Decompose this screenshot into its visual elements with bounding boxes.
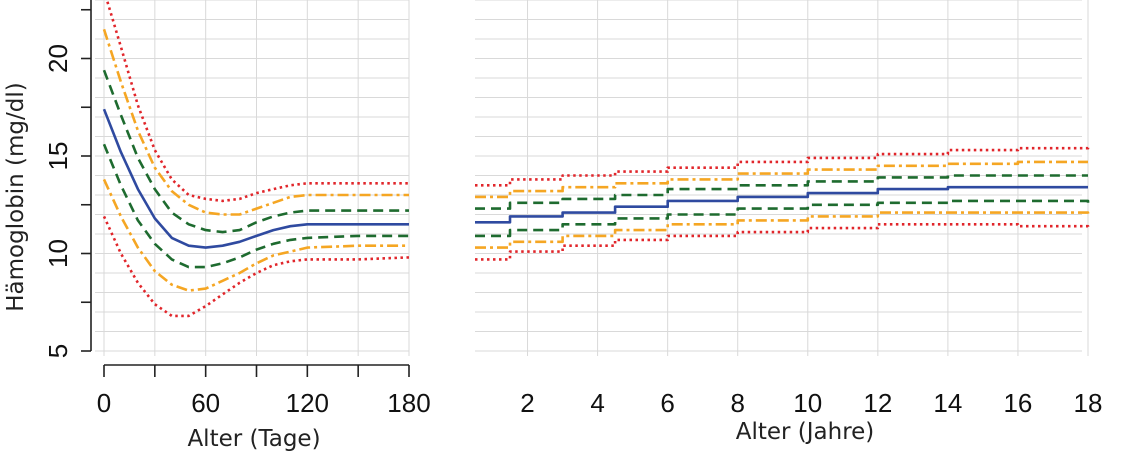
x-axis-title-infant: Alter (Tage) xyxy=(187,426,320,452)
percentile-curve-1 xyxy=(475,146,1090,187)
infant-panel: 0 60 120 180 5 10 15 20 xyxy=(43,0,431,418)
percentile-curve-2 xyxy=(102,28,409,216)
child-grid xyxy=(475,0,1089,356)
x-tick-label: 2 xyxy=(520,388,534,418)
x-tick-label: 0 xyxy=(97,388,111,418)
x-tick-label: 60 xyxy=(191,388,220,418)
percentile-curve-5 xyxy=(475,199,1090,238)
y-tick-label: 10 xyxy=(43,239,73,268)
infant-axes: 0 60 120 180 5 10 15 20 xyxy=(43,0,431,418)
child-axes: 2 4 6 8 10 12 14 16 18 xyxy=(520,388,1102,418)
percentile-curve-3 xyxy=(475,174,1088,210)
x-tick-label: 16 xyxy=(1003,388,1032,418)
x-tick-label: 14 xyxy=(933,388,962,418)
percentile-curve-3 xyxy=(102,69,409,234)
percentile-curve-1 xyxy=(105,0,409,203)
x-tick-label: 4 xyxy=(590,388,604,418)
y-tick-label: 5 xyxy=(43,344,73,358)
infant-percentile-curves xyxy=(102,0,410,318)
x-tick-label: 18 xyxy=(1074,388,1103,418)
percentile-curve-4 xyxy=(475,185,1088,224)
y-axis-title: Hämoglobin (mg/dl) xyxy=(3,82,29,312)
percentile-curve-4 xyxy=(102,108,409,249)
y-tick-label: 20 xyxy=(43,44,73,73)
x-tick-label: 180 xyxy=(387,388,430,418)
x-tick-label: 10 xyxy=(793,388,822,418)
infant-grid xyxy=(95,0,410,356)
x-tick-label: 12 xyxy=(863,388,892,418)
percentile-curve-6 xyxy=(475,211,1090,249)
x-tick-label: 120 xyxy=(286,388,329,418)
percentile-curve-2 xyxy=(475,160,1088,199)
percentile-curve-7 xyxy=(475,223,1090,261)
child-panel: 2 4 6 8 10 12 14 16 18 xyxy=(475,0,1102,418)
child-percentile-curves xyxy=(475,146,1090,261)
x-tick-label: 6 xyxy=(660,388,674,418)
percentile-curve-6 xyxy=(102,178,409,292)
x-axis-title-child: Alter (Jahre) xyxy=(736,419,875,445)
x-tick-label: 8 xyxy=(730,388,744,418)
y-tick-label: 15 xyxy=(43,142,73,171)
